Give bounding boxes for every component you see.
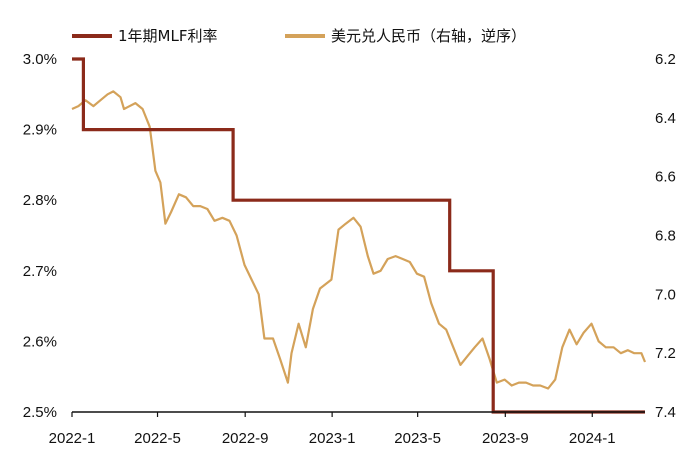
- y-left-tick-label: 3.0%: [23, 51, 57, 68]
- x-tick-label: 2022-9: [222, 430, 269, 447]
- x-tick-label: 2023-1: [309, 430, 356, 447]
- y-left-tick-label: 2.6%: [23, 333, 57, 350]
- legend: 1年期MLF利率 美元兑人民币（右轴，逆序）: [72, 27, 526, 45]
- y-left-tick-label: 2.8%: [23, 192, 57, 209]
- y-right-axis-ticks: 6.2 6.4 6.6 6.8 7.0 7.2 7.4: [655, 51, 676, 421]
- x-tick-label: 2023-5: [394, 430, 441, 447]
- x-tick-label: 2022-5: [134, 430, 181, 447]
- plot-area: [71, 57, 647, 414]
- x-tick-label: 2024-1: [569, 430, 616, 447]
- y-right-tick-label: 7.4: [655, 404, 676, 421]
- x-tick-label: 2022-1: [49, 430, 96, 447]
- y-left-tick-label: 2.9%: [23, 122, 57, 139]
- legend-label-fx: 美元兑人民币（右轴，逆序）: [331, 27, 526, 45]
- y-left-tick-label: 2.5%: [23, 404, 57, 421]
- x-axis-ticks: 2022-1 2022-5 2022-9 2023-1 2023-5 2023-9 2024…: [49, 412, 616, 447]
- y-left-tick-label: 2.7%: [23, 263, 57, 280]
- y-right-tick-label: 6.6: [655, 169, 676, 186]
- axes: 2022-1 2022-5 2022-9 2023-1 2023-5 2023-9 2024…: [23, 51, 676, 447]
- y-right-tick-label: 6.2: [655, 51, 676, 68]
- x-tick-label: 2023-9: [482, 430, 529, 447]
- y-right-tick-label: 6.4: [655, 110, 676, 127]
- y-right-tick-label: 7.0: [655, 286, 676, 303]
- series-line-usdcny: [71, 90, 647, 390]
- y-right-tick-label: 7.2: [655, 345, 676, 362]
- series-line-mlf-rate: [72, 57, 645, 414]
- y-left-axis-ticks: 2.5% 2.6% 2.7% 2.8% 2.9% 3.0%: [23, 51, 57, 421]
- y-right-tick-label: 6.8: [655, 228, 676, 245]
- legend-label-mlf: 1年期MLF利率: [118, 27, 217, 45]
